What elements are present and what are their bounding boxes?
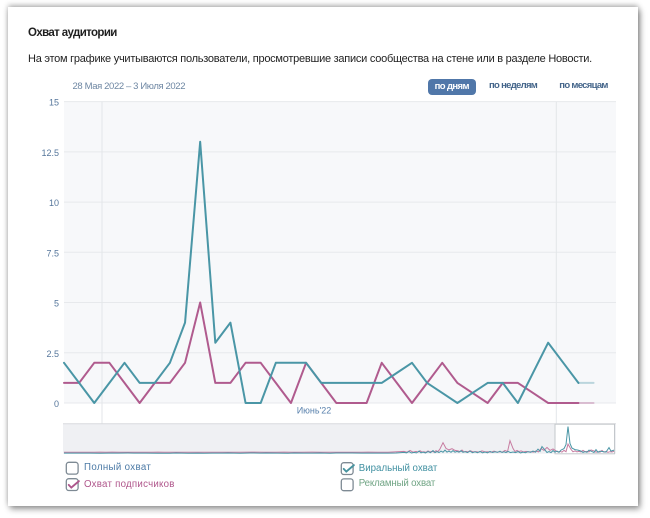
svg-text:7.5: 7.5	[46, 248, 59, 258]
svg-text:2.5: 2.5	[46, 349, 59, 359]
svg-text:15: 15	[49, 98, 59, 108]
svg-text:12.5: 12.5	[41, 148, 59, 158]
svg-text:0: 0	[54, 399, 59, 409]
svg-text:10: 10	[49, 198, 59, 208]
svg-text:5: 5	[54, 299, 59, 309]
svg-text:Июнь'22: Июнь'22	[297, 406, 332, 416]
